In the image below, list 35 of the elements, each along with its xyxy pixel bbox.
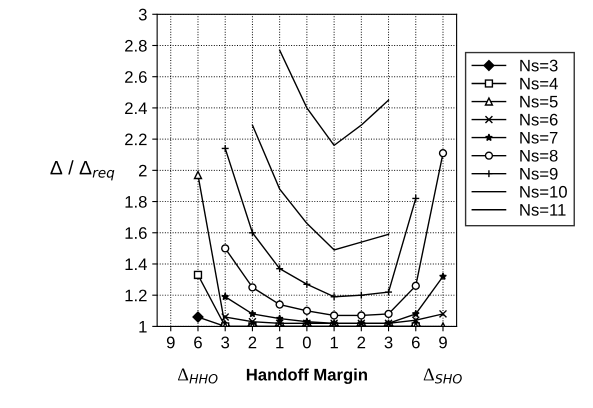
legend-label: Ns=4 bbox=[520, 78, 558, 90]
y-tick-label: 1.8 bbox=[126, 196, 147, 208]
legend-label: Ns=3 bbox=[520, 60, 558, 72]
legend-label: Ns=5 bbox=[520, 96, 558, 108]
legend-label: Ns=6 bbox=[520, 114, 558, 126]
x-tick-label: 3 bbox=[221, 336, 230, 348]
text: Δ$_{SHO}$ bbox=[424, 368, 462, 384]
x-tick-label: 6 bbox=[412, 336, 420, 348]
y-tick-label: 2.2 bbox=[125, 134, 147, 146]
legend-label: Ns=9 bbox=[520, 168, 558, 180]
legend-label: Ns=7 bbox=[520, 132, 558, 144]
y-axis-title: Δ / Δ$_{req}$ bbox=[50, 160, 114, 180]
x-tick-label: 6 bbox=[194, 336, 202, 348]
x-tick-label: 9 bbox=[439, 336, 447, 348]
y-tick-label: 3 bbox=[138, 8, 147, 20]
y-tick-label: 1.2 bbox=[126, 290, 147, 302]
x-tick-label: 9 bbox=[166, 336, 175, 348]
legend-label: Ns=8 bbox=[520, 150, 558, 162]
y-tick-label: 1.4 bbox=[126, 258, 147, 270]
x-tick-label: 3 bbox=[384, 336, 392, 348]
text: Δ$_{HHO}$ bbox=[178, 368, 218, 384]
y-tick-label: 2.4 bbox=[125, 102, 147, 114]
y-tick-label: 1.6 bbox=[126, 227, 147, 239]
y-tick-label: 2.6 bbox=[125, 71, 147, 83]
x-tick-label: 0 bbox=[302, 336, 311, 348]
y-tick-label: 2 bbox=[138, 164, 147, 176]
legend-label: Ns=10 bbox=[520, 186, 567, 198]
x-tick-label: 1 bbox=[330, 336, 338, 348]
y-tick-label: 2.8 bbox=[125, 40, 147, 52]
x-axis-title: Handoff Margin bbox=[246, 368, 367, 384]
x-tick-label: 2 bbox=[248, 336, 256, 348]
y-tick-label: 1 bbox=[139, 320, 147, 332]
x-tick-label: 1 bbox=[276, 336, 284, 348]
legend-label: Ns=11 bbox=[520, 204, 566, 216]
x-tick-label: 2 bbox=[358, 336, 366, 348]
